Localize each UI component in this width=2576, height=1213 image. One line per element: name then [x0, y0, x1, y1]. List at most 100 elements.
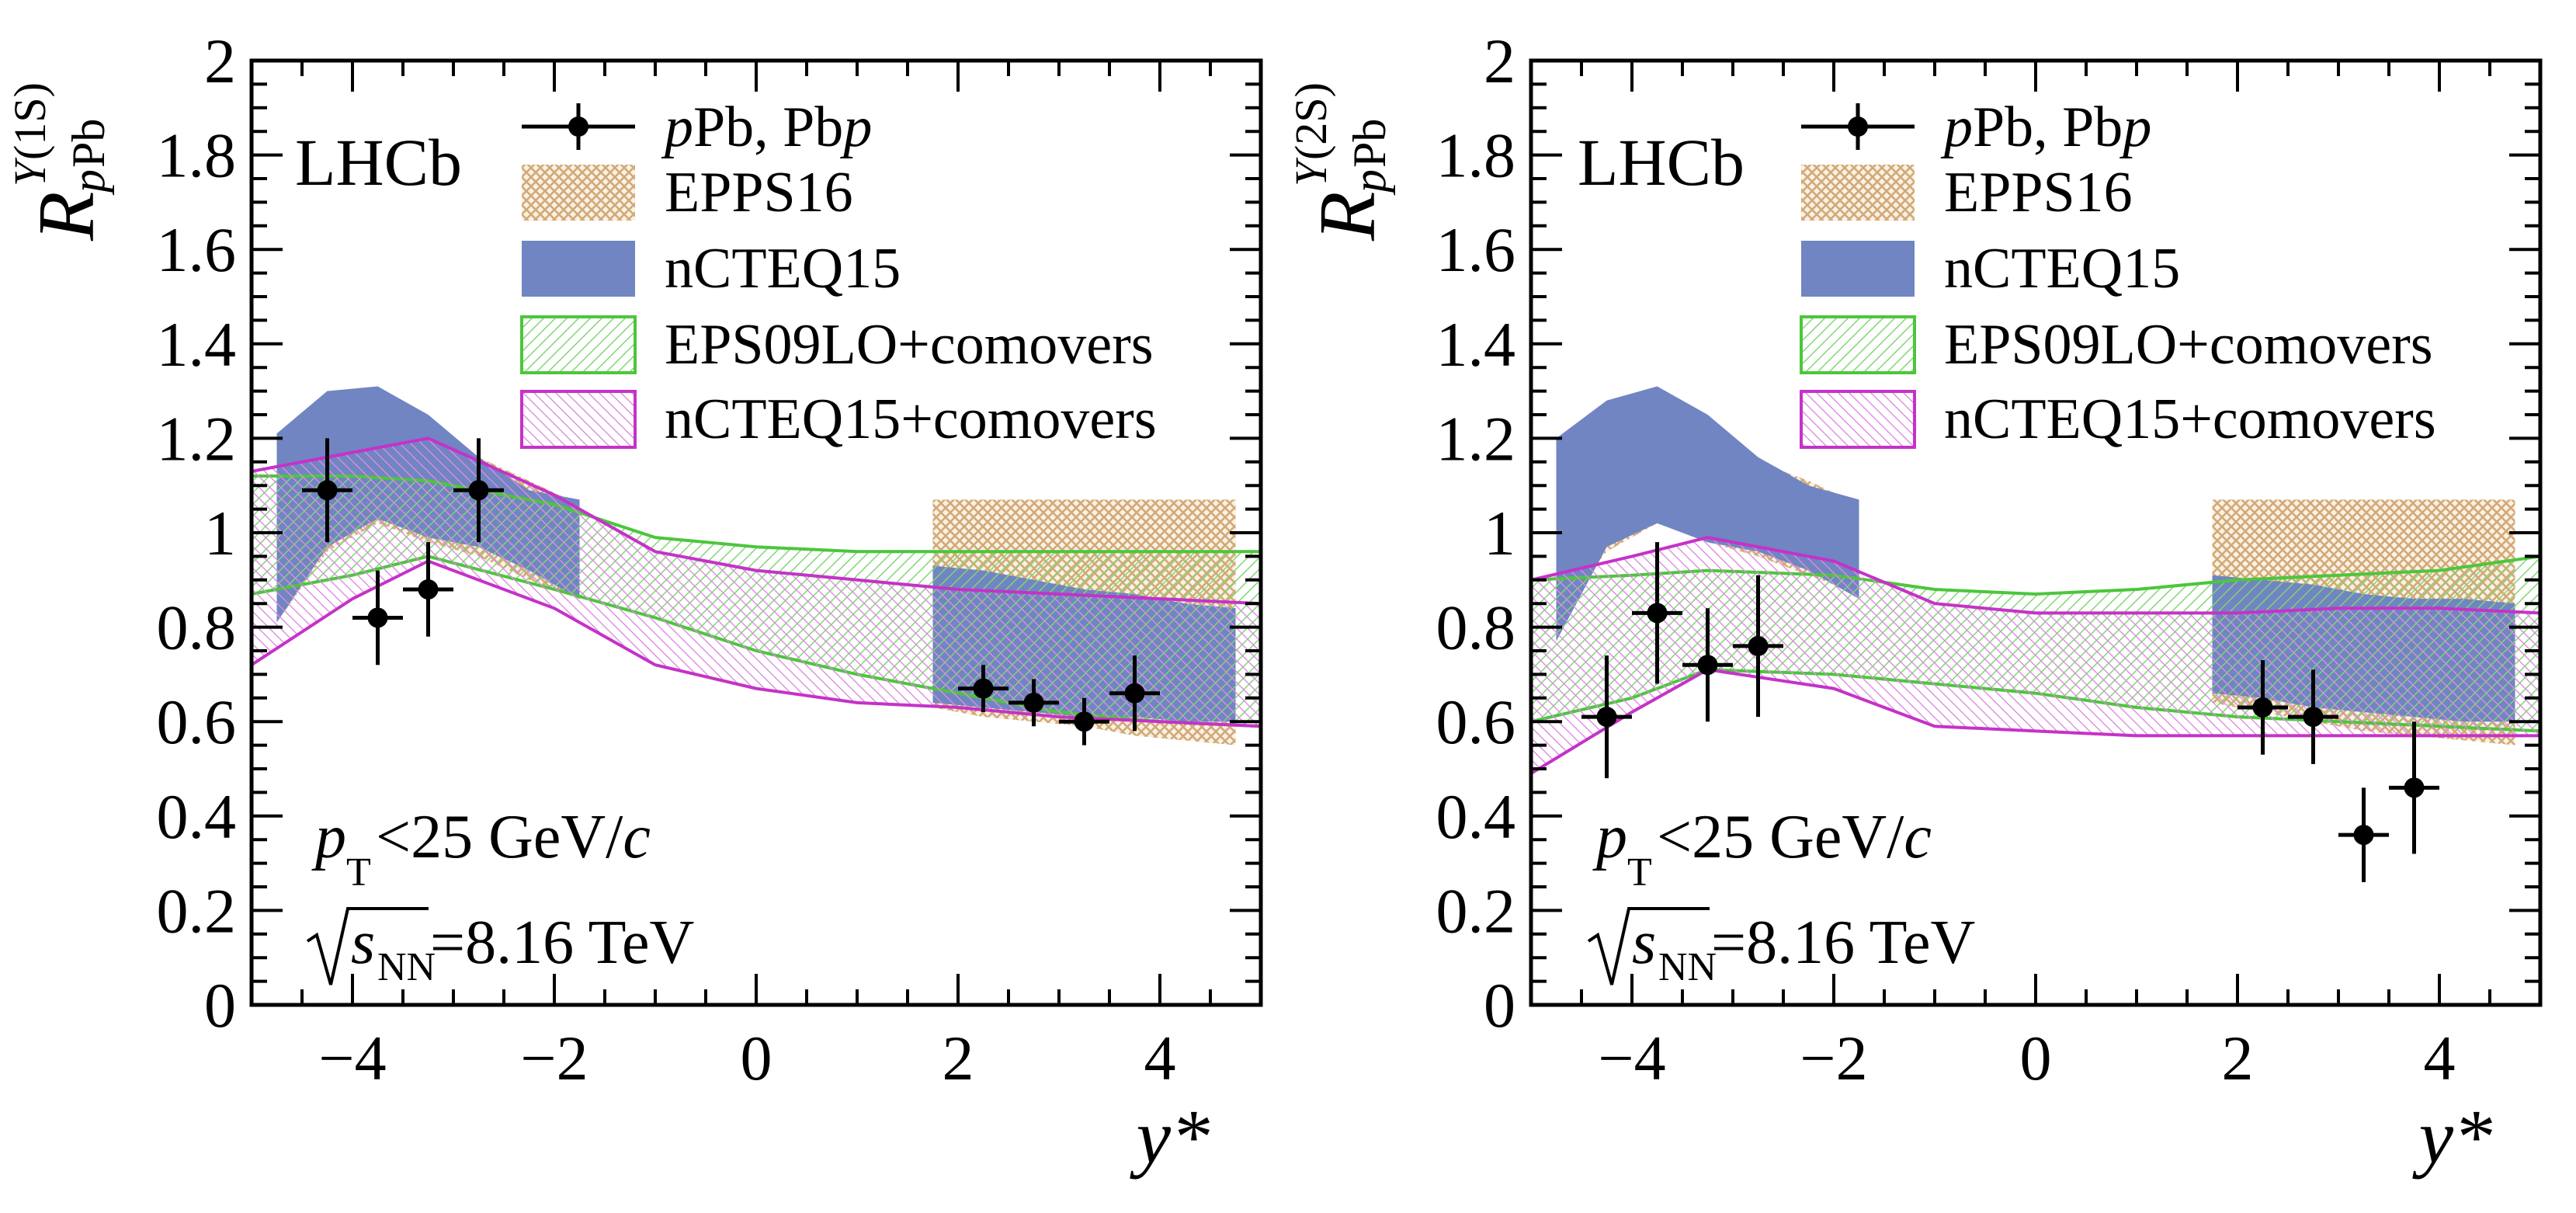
x-tick-labels: −4 −2 0 2 4: [1598, 1023, 2455, 1093]
y-tick-label: 1: [204, 498, 236, 568]
data-point: [453, 438, 504, 543]
data-marker: [2252, 697, 2273, 718]
data-point: [1581, 655, 1632, 779]
data-point: [2288, 669, 2338, 764]
band-ncteq15-comovers-upper-line: [1530, 536, 2541, 615]
y-tick-label: 1.2: [1436, 403, 1516, 474]
experiment-label: LHCb: [1578, 125, 1745, 200]
x-tick-label: −4: [1598, 1023, 1665, 1093]
data-point: [1632, 542, 1682, 684]
y-axis-label-base: R: [22, 191, 111, 242]
y-tick-label: 0: [1484, 970, 1515, 1041]
data-marker: [1596, 707, 1617, 728]
y-tick-label: 1.8: [157, 120, 237, 191]
x-tick-label: −4: [318, 1023, 386, 1093]
x-tick-label: 2: [943, 1023, 974, 1093]
legend-data-marker: [1848, 116, 1868, 137]
y-axis-label-sub-rest: Pb: [1344, 119, 1395, 168]
pt-condition: p: [1592, 803, 1627, 871]
pt-condition-sub: T: [346, 850, 371, 895]
data-point: [2338, 787, 2389, 882]
legend-swatch-epps16: [1801, 165, 1915, 221]
data-marker: [2303, 707, 2324, 728]
kinematic-conditions: p T <25 GeV/c s NN =8.16 TeV: [306, 803, 694, 989]
legend-swatch-ncteq15-comovers: [1800, 390, 1916, 449]
legend-label-ncteq15: nCTEQ15: [1944, 237, 2180, 301]
data-marker: [973, 678, 994, 699]
x-tick-label: 2: [2222, 1023, 2254, 1093]
data-point: [1059, 697, 1109, 746]
y-tick-label: 0: [204, 970, 236, 1041]
data-marker: [1647, 603, 1668, 624]
experiment-label: LHCb: [295, 125, 462, 200]
data-point: [1682, 608, 1733, 722]
energy-sub: NN: [377, 945, 436, 989]
legend-entry-epps16: EPPS16: [1801, 161, 2133, 224]
pt-condition: p: [311, 803, 346, 871]
legend: pPb, Pbp EPPS16 nCTEQ15 EPS09LO+comovers…: [520, 96, 1157, 451]
legend-swatch-eps09-comovers: [1800, 315, 1916, 374]
data-marker: [2404, 777, 2425, 798]
band-ncteq15-comovers-0: [1531, 537, 2540, 774]
legend-label-data: pPb, Pbp: [1940, 96, 2151, 159]
legend-swatch-ncteq15-comovers: [520, 390, 637, 449]
y-axis-label-sub-italic: p: [1344, 169, 1395, 196]
data-marker: [418, 579, 439, 600]
y-tick-label: 0.4: [157, 781, 237, 852]
energy-sub: NN: [1658, 945, 1717, 989]
energy-text: =8.16 TeV: [1711, 909, 1975, 977]
y-axis-label-sup-symbol: Υ: [1286, 157, 1336, 186]
legend-label-eps09-comovers: EPS09LO+comovers: [1944, 313, 2433, 377]
model-bands: [250, 386, 1262, 746]
data-point: [403, 542, 453, 637]
x-axis-label: y*: [2412, 1093, 2492, 1180]
band-ncteq15-comovers-lower-line: [1529, 668, 2540, 775]
sqrt-symbol: [306, 907, 429, 985]
data-marker: [1124, 683, 1145, 704]
data-point: [2389, 721, 2439, 854]
data-marker: [1023, 692, 1044, 713]
pt-condition-text: <25 GeV/c: [376, 803, 651, 871]
data-point: [352, 570, 403, 666]
y-tick-label: 0.6: [157, 686, 237, 757]
y-tick-label: 1.6: [1436, 214, 1516, 285]
band-ncteq15-comovers-upper-line: [251, 436, 1262, 606]
y-tick-label: 2: [1484, 26, 1515, 96]
y-tick-label: 0.6: [1436, 686, 1516, 757]
y-tick-labels: 0 0.2 0.4 0.6 0.8 1 1.2 1.4 1.6 1.8 2: [157, 26, 237, 1041]
legend-entry-ncteq15-comovers: nCTEQ15+comovers: [520, 388, 1157, 451]
legend-entry-ncteq15: nCTEQ15: [1801, 237, 2180, 301]
legend-label-epps16: EPPS16: [1944, 161, 2133, 224]
band-ncteq15-0: [1556, 386, 1859, 641]
energy-text: =8.16 TeV: [430, 909, 694, 977]
data-marker: [468, 480, 489, 501]
y-tick-label: 0.2: [157, 875, 237, 946]
y-axis-label-sup-symbol: Υ: [5, 157, 55, 186]
data-marker: [1697, 655, 1718, 676]
pt-condition-sub: T: [1627, 850, 1652, 895]
legend-label-ncteq15-comovers: nCTEQ15+comovers: [1944, 388, 2436, 451]
data-marker: [1074, 711, 1095, 732]
legend-entry-data: pPb, Pbp: [522, 96, 872, 159]
chart-panel-1s: 0 0.2 0.4 0.6 0.8 1 1.2 1.4 1.6 1.8 2 −4 −2 0 2 4 y* R…: [5, 26, 1263, 1180]
data-point: [1109, 655, 1160, 732]
legend-label-data: pPb, Pbp: [661, 96, 872, 159]
legend-swatch-ncteq15: [1801, 241, 1915, 297]
data-marker: [1748, 635, 1769, 656]
legend-entry-eps09-comovers: EPS09LO+comovers: [520, 313, 1154, 377]
legend: pPb, Pbp EPPS16 nCTEQ15 EPS09LO+comovers…: [1800, 96, 2436, 451]
band-ncteq15-comovers-0: [252, 438, 1261, 727]
x-tick-label: −2: [520, 1023, 588, 1093]
y-tick-label: 0.8: [1436, 593, 1516, 663]
legend-label-ncteq15: nCTEQ15: [665, 237, 901, 301]
y-tick-label: 1.8: [1436, 120, 1516, 191]
y-axis-label: R p Pb Υ (2S): [1286, 82, 1395, 242]
data-point: [1009, 679, 1059, 727]
data-points: [302, 438, 1160, 746]
x-tick-label: 0: [2020, 1023, 2052, 1093]
y-tick-label: 1.4: [157, 309, 237, 380]
y-tick-label: 2: [204, 26, 236, 96]
legend-label-ncteq15-comovers: nCTEQ15+comovers: [665, 388, 1157, 451]
data-points: [1581, 542, 2439, 882]
